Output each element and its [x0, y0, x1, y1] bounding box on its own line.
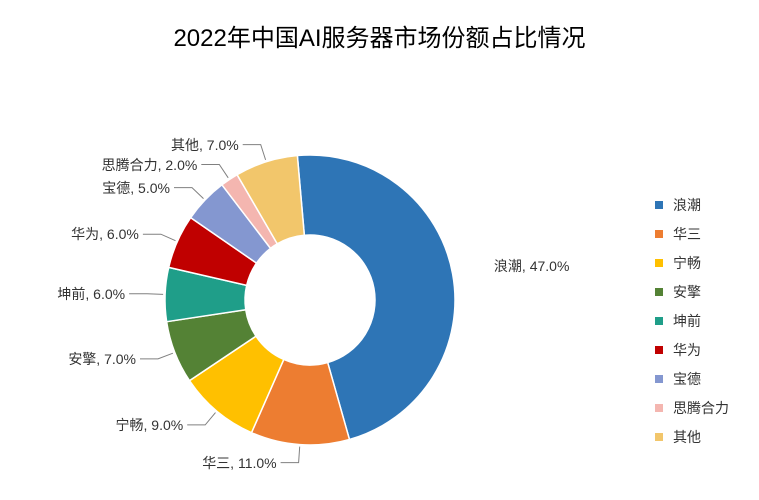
- legend-swatch-4: [655, 317, 663, 325]
- chart-container: 2022年中国AI服务器市场份额占比情况 浪潮, 47.0% 华三, 11.0% 宁…: [0, 0, 759, 500]
- legend-label-4: 坤前: [673, 311, 701, 331]
- legend-item-4: 坤前: [655, 311, 729, 331]
- legend-swatch-1: [655, 230, 663, 238]
- slice-label-0: 浪潮, 47.0%: [494, 256, 569, 276]
- legend-item-7: 思腾合力: [655, 398, 729, 418]
- leader-line-7: [201, 165, 228, 178]
- legend-item-3: 安擎: [655, 282, 729, 302]
- chart-title: 2022年中国AI服务器市场份额占比情况: [0, 18, 759, 53]
- slice-label-6: 宝德, 5.0%: [102, 178, 170, 198]
- slice-label-8: 其他, 7.0%: [171, 135, 239, 155]
- legend-label-0: 浪潮: [673, 195, 701, 215]
- slice-label-2: 宁畅, 9.0%: [116, 415, 184, 435]
- legend-item-5: 华为: [655, 340, 729, 360]
- legend-item-2: 宁畅: [655, 253, 729, 273]
- legend-label-8: 其他: [673, 427, 701, 447]
- leader-line-6: [174, 188, 204, 199]
- leader-line-2: [187, 413, 215, 425]
- legend-label-6: 宝德: [673, 369, 701, 389]
- legend: 浪潮华三宁畅安擎坤前华为宝德思腾合力其他: [655, 195, 729, 456]
- legend-label-7: 思腾合力: [673, 398, 729, 418]
- donut-chart: [0, 60, 759, 500]
- slice-label-1: 华三, 11.0%: [202, 453, 276, 473]
- slice-label-5: 华为, 6.0%: [71, 224, 139, 244]
- leader-line-4: [129, 294, 163, 295]
- legend-item-0: 浪潮: [655, 195, 729, 215]
- legend-item-6: 宝德: [655, 369, 729, 389]
- legend-label-5: 华为: [673, 340, 701, 360]
- slice-label-4: 坤前, 6.0%: [57, 284, 125, 304]
- slice-label-7: 思腾合力, 2.0%: [102, 155, 198, 175]
- legend-item-1: 华三: [655, 224, 729, 244]
- legend-swatch-2: [655, 259, 663, 267]
- chart-area: 浪潮, 47.0% 华三, 11.0% 宁畅, 9.0% 安擎, 7.0% 坤前, 6.…: [0, 60, 759, 500]
- legend-label-3: 安擎: [673, 282, 701, 302]
- leader-line-8: [243, 145, 266, 160]
- legend-item-8: 其他: [655, 427, 729, 447]
- leader-line-1: [281, 447, 300, 463]
- legend-swatch-3: [655, 288, 663, 296]
- legend-label-1: 华三: [673, 224, 701, 244]
- legend-swatch-6: [655, 375, 663, 383]
- legend-swatch-5: [655, 346, 663, 354]
- leader-line-5: [143, 234, 176, 241]
- slice-label-3: 安擎, 7.0%: [68, 349, 136, 369]
- legend-swatch-8: [655, 433, 663, 441]
- legend-swatch-0: [655, 201, 663, 209]
- legend-swatch-7: [655, 404, 663, 412]
- legend-label-2: 宁畅: [673, 253, 701, 273]
- leader-line-3: [140, 353, 173, 359]
